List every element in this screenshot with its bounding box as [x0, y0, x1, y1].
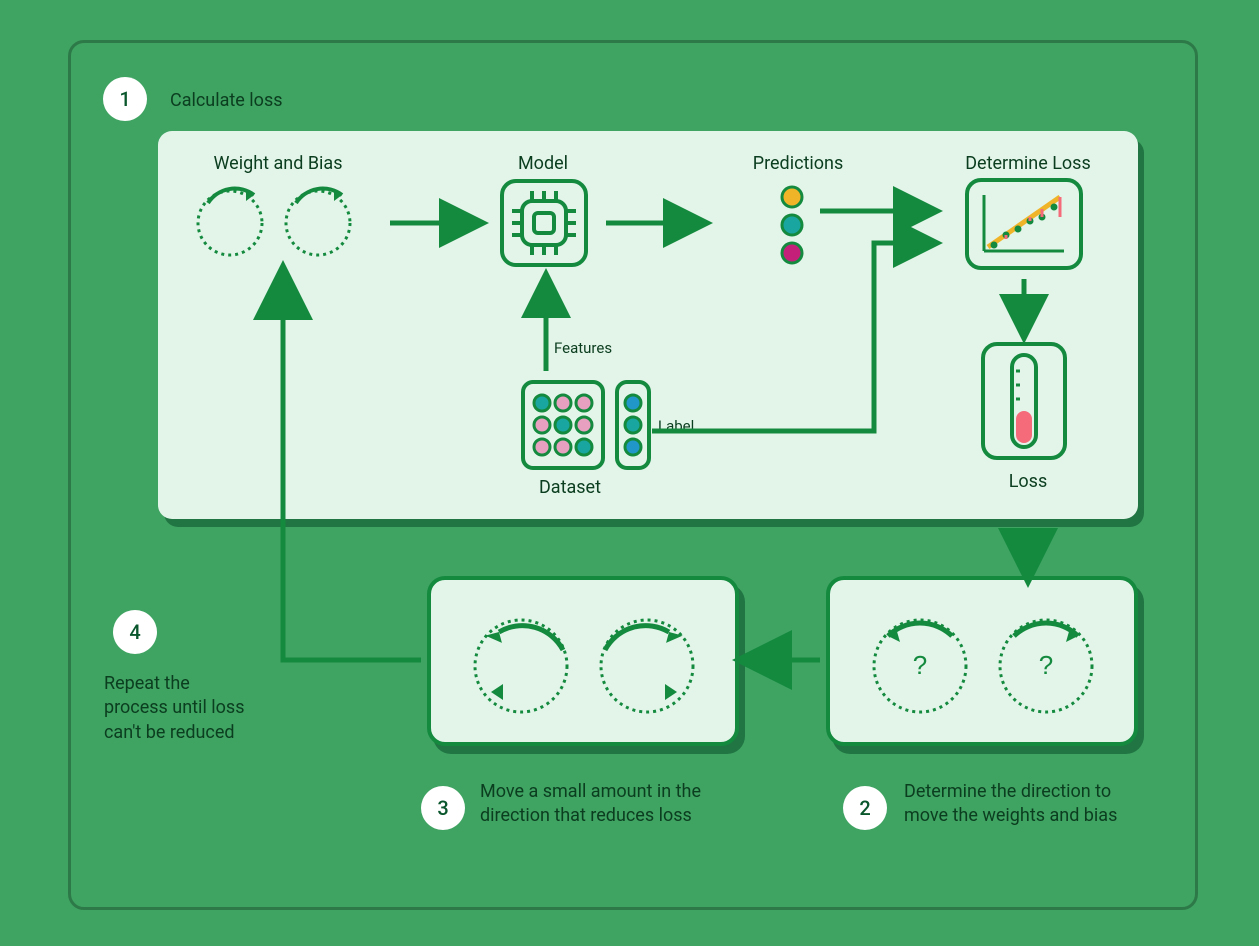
step-3-dials-icon	[431, 580, 743, 750]
step-3-label: Move a small amount in the direction tha…	[480, 780, 740, 829]
calculate-loss-panel: Weight and Bias Model Predictions Determ…	[158, 131, 1138, 519]
svg-text:?: ?	[913, 650, 927, 680]
step-3-badge: 3	[421, 786, 465, 830]
step-1-badge: 1	[103, 77, 147, 121]
step-3-card	[427, 576, 739, 746]
step-4-label: Repeat the process until loss can't be r…	[104, 672, 254, 745]
step-2-label: Determine the direction to move the weig…	[904, 780, 1124, 829]
panel-arrows	[158, 131, 1138, 519]
step-1-label: Calculate loss	[170, 89, 283, 113]
step-2-card: ? ?	[826, 576, 1138, 746]
step-4-badge: 4	[113, 610, 157, 654]
svg-text:?: ?	[1039, 650, 1053, 680]
step-2-badge: 2	[843, 786, 887, 830]
step-2-dials-icon: ? ?	[830, 580, 1142, 750]
